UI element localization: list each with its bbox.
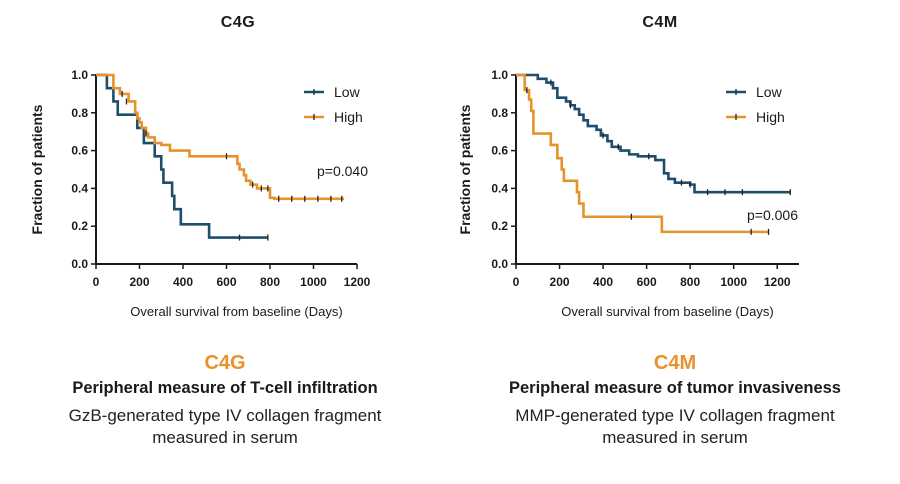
y-tick-label: 0.0 <box>491 257 508 271</box>
x-tick-label: 1000 <box>720 275 747 289</box>
caption-body-line1: MMP-generated type IV collagen fragment <box>515 406 835 425</box>
y-tick-label: 1.0 <box>491 68 508 82</box>
x-tick-label: 1200 <box>764 275 791 289</box>
x-tick-label: 400 <box>173 275 193 289</box>
caption-c4g: C4G Peripheral measure of T-cell infiltr… <box>0 350 450 449</box>
caption-body-line2: measured in serum <box>152 428 298 447</box>
x-tick-label: 1000 <box>300 275 327 289</box>
chart-title: C4M <box>642 14 678 31</box>
series-line-high <box>516 73 769 234</box>
series-line-low <box>96 73 268 239</box>
y-tick-label: 0.4 <box>71 181 88 195</box>
x-tick-label: 600 <box>637 275 657 289</box>
km-chart-c4g: 0.0 0.2 0.4 0.6 0.8 1.0 0 200 400 600 800 1000 1200 O… <box>29 68 371 319</box>
chart-panel-c4g: C4G 0.0 0.2 0.4 0.6 0.8 1.0 0 200 400 600 800 1000 1… <box>0 14 450 449</box>
x-axis-label: Overall survival from baseline (Days) <box>130 304 342 319</box>
y-tick-label: 0.8 <box>71 106 88 120</box>
legend-label-high: High <box>756 109 785 125</box>
caption-c4m: C4M Peripheral measure of tumor invasive… <box>450 350 900 449</box>
caption-heading: Peripheral measure of tumor invasiveness <box>509 379 841 397</box>
x-tick-label: 600 <box>216 275 236 289</box>
x-tick-label: 200 <box>129 275 149 289</box>
x-tick-label: 800 <box>260 275 280 289</box>
series-line-high <box>96 73 344 201</box>
p-value-annotation: p=0.006 <box>747 207 798 223</box>
y-tick-label: 1.0 <box>71 68 88 82</box>
y-tick-label: 0.0 <box>71 257 88 271</box>
y-tick-label: 0.4 <box>491 181 508 195</box>
x-tick-label: 0 <box>513 275 520 289</box>
series-line-low <box>516 73 791 194</box>
p-value-annotation: p=0.040 <box>317 163 368 179</box>
y-tick-label: 0.2 <box>71 219 88 233</box>
y-axis-label: Fraction of patients <box>29 104 45 234</box>
x-axis-label: Overall survival from baseline (Days) <box>561 304 773 319</box>
y-tick-label: 0.6 <box>71 144 88 158</box>
x-tick-label: 0 <box>93 275 100 289</box>
x-tick-label: 800 <box>680 275 700 289</box>
chart-title: C4G <box>220 14 256 31</box>
x-tick-label: 200 <box>550 275 570 289</box>
caption-heading: Peripheral measure of T-cell infiltratio… <box>72 379 378 397</box>
x-tick-label: 1200 <box>344 275 371 289</box>
chart-panel-c4m: C4M 0.0 0.2 0.4 0.6 0.8 1.0 0 200 400 600 800 1000 1… <box>450 0 900 484</box>
caption-body-line2: measured in serum <box>602 428 748 447</box>
caption-body-line1: GzB-generated type IV collagen fragment <box>68 406 382 425</box>
legend-label-high: High <box>334 109 363 125</box>
legend-label-low: Low <box>334 84 361 100</box>
km-chart-c4m: 0.0 0.2 0.4 0.6 0.8 1.0 0 200 400 600 800 1000 1200 O… <box>457 68 799 319</box>
y-tick-label: 0.2 <box>491 219 508 233</box>
legend-label-low: Low <box>756 84 783 100</box>
y-tick-label: 0.6 <box>491 144 508 158</box>
x-tick-label: 400 <box>593 275 613 289</box>
y-axis-label: Fraction of patients <box>457 104 473 234</box>
y-tick-label: 0.8 <box>491 106 508 120</box>
caption-name: C4G <box>204 352 246 374</box>
caption-name: C4M <box>653 352 697 374</box>
